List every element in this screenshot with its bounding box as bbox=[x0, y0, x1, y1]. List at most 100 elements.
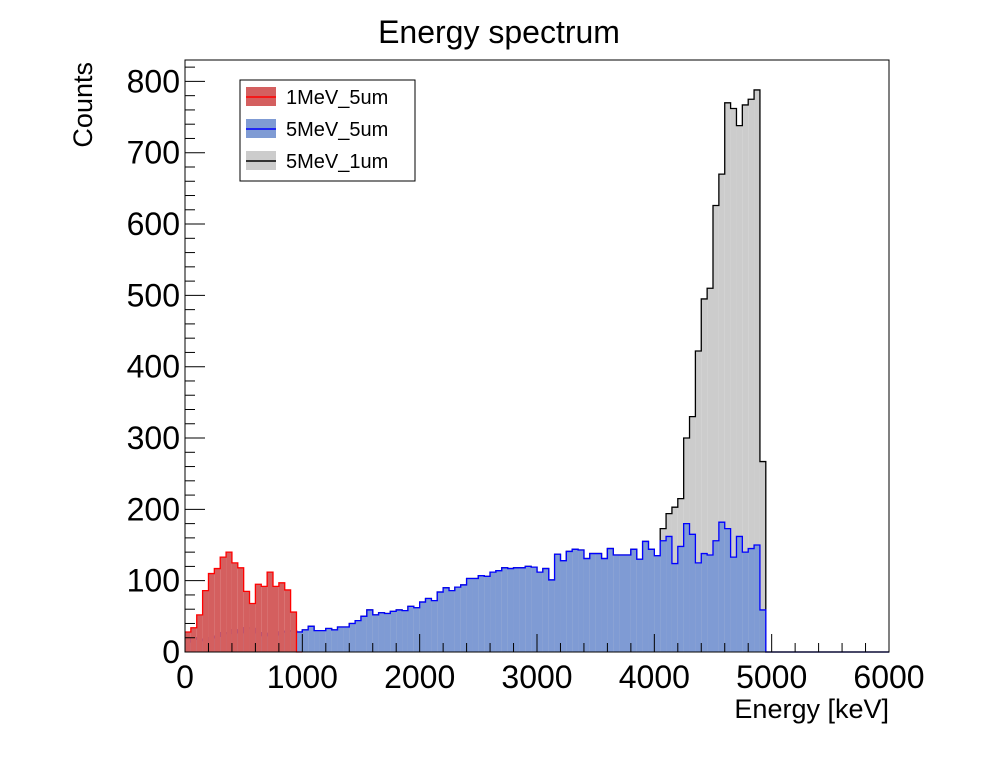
histogram-bin bbox=[695, 351, 702, 652]
histogram-bin bbox=[666, 536, 672, 652]
histogram-bin bbox=[736, 125, 743, 653]
y-tick-label: 300 bbox=[127, 420, 180, 456]
histogram-bin bbox=[724, 528, 731, 652]
histogram-bin bbox=[742, 104, 749, 652]
x-tick-label: 2000 bbox=[384, 659, 455, 695]
histogram-bin bbox=[196, 614, 203, 652]
histogram-bin bbox=[619, 554, 625, 652]
histogram-bin bbox=[595, 553, 602, 652]
histogram-bin bbox=[302, 629, 309, 652]
x-tick-label: 3000 bbox=[501, 659, 572, 695]
histogram-bin bbox=[513, 567, 520, 652]
histogram-bin bbox=[396, 609, 403, 652]
histogram-bin bbox=[325, 628, 332, 652]
histogram-bin bbox=[701, 553, 708, 652]
histogram-bin bbox=[267, 572, 273, 652]
histogram-bin bbox=[718, 174, 725, 652]
x-axis-label: Energy [keV] bbox=[734, 694, 889, 724]
histogram-bin bbox=[255, 584, 262, 652]
histogram-bin bbox=[754, 545, 760, 652]
series-1mev-5um bbox=[185, 551, 303, 653]
histogram-bin bbox=[449, 590, 455, 652]
histogram-bin bbox=[202, 590, 209, 652]
histogram-bin bbox=[425, 598, 432, 652]
histogram-bin bbox=[689, 534, 696, 652]
histogram-bin bbox=[355, 620, 361, 652]
histogram-bin bbox=[372, 614, 379, 652]
histogram-bin bbox=[707, 288, 713, 652]
histogram-bin bbox=[319, 630, 326, 652]
y-tick-label: 100 bbox=[127, 563, 180, 599]
histogram-bin bbox=[677, 546, 684, 652]
histogram-bin bbox=[730, 108, 737, 652]
histogram-bin bbox=[537, 572, 543, 652]
histogram-bin bbox=[361, 616, 367, 652]
histogram-bin bbox=[443, 587, 449, 652]
histogram-bin bbox=[273, 586, 279, 652]
histogram-bin bbox=[460, 584, 467, 652]
histogram-bin bbox=[654, 555, 661, 652]
histogram-bin bbox=[337, 627, 344, 652]
x-tick-label: 1000 bbox=[267, 659, 338, 695]
histogram-bin bbox=[601, 558, 608, 652]
histogram-bin bbox=[519, 567, 526, 652]
histogram-bin bbox=[566, 551, 573, 652]
histogram-bin bbox=[413, 607, 420, 652]
histogram-bin bbox=[759, 609, 766, 652]
histogram-bin bbox=[243, 591, 250, 652]
histogram-bin bbox=[208, 573, 215, 652]
histogram-bin bbox=[343, 627, 350, 652]
histogram-bin bbox=[495, 570, 502, 652]
y-tick-label: 500 bbox=[127, 277, 180, 313]
histogram-bin bbox=[378, 612, 385, 652]
histogram-bin bbox=[466, 578, 473, 652]
histogram-bin bbox=[648, 549, 655, 652]
histogram-bin bbox=[290, 612, 297, 652]
histogram-bin bbox=[419, 602, 426, 652]
histogram-bin bbox=[390, 611, 397, 652]
y-tick-label: 700 bbox=[127, 135, 180, 171]
histogram-bin bbox=[366, 609, 373, 652]
histogram-bin bbox=[554, 554, 561, 652]
histogram-bin bbox=[261, 586, 268, 652]
legend-label: 5MeV_5um bbox=[286, 119, 388, 141]
y-tick-label: 200 bbox=[127, 491, 180, 527]
histogram-bin bbox=[713, 205, 719, 653]
histogram-bin bbox=[759, 461, 766, 652]
histogram-bin bbox=[349, 623, 356, 652]
y-tick-label: 800 bbox=[127, 63, 180, 99]
histogram-bin bbox=[525, 566, 532, 652]
histogram-bin bbox=[308, 626, 315, 652]
y-axis-label: Counts bbox=[68, 62, 98, 148]
histogram-bin bbox=[583, 558, 590, 652]
histogram-bin bbox=[713, 540, 719, 652]
histogram-bin bbox=[278, 582, 285, 652]
histogram-outline bbox=[185, 551, 303, 653]
histogram-bin bbox=[296, 632, 303, 652]
histogram-bin bbox=[748, 548, 755, 652]
histogram-bin bbox=[701, 298, 708, 652]
histogram-bin bbox=[724, 102, 731, 653]
x-axis-ticks: 0 1000 2000 3000 4000 5000 6000 bbox=[176, 634, 925, 695]
histogram-bin bbox=[642, 541, 649, 652]
histogram-bin bbox=[478, 575, 485, 652]
x-tick-label: 5000 bbox=[736, 659, 807, 695]
histogram-bin bbox=[548, 579, 555, 652]
histogram-bin bbox=[402, 610, 408, 652]
x-tick-label: 6000 bbox=[853, 659, 924, 695]
histogram-bin bbox=[437, 592, 444, 652]
legend-label: 5MeV_1um bbox=[286, 151, 388, 173]
histogram-bin bbox=[542, 568, 549, 652]
histogram-bin bbox=[742, 552, 749, 652]
histogram-bin bbox=[220, 557, 227, 652]
chart-title: Energy spectrum bbox=[378, 14, 620, 50]
y-tick-label: 400 bbox=[127, 349, 180, 385]
histogram-bin bbox=[589, 553, 596, 652]
x-tick-label: 4000 bbox=[619, 659, 690, 695]
histogram-bin bbox=[636, 559, 643, 652]
histogram-bin bbox=[507, 568, 514, 652]
histogram-bin bbox=[630, 549, 637, 652]
y-tick-label: 600 bbox=[127, 206, 180, 242]
histogram-bin bbox=[660, 540, 667, 652]
